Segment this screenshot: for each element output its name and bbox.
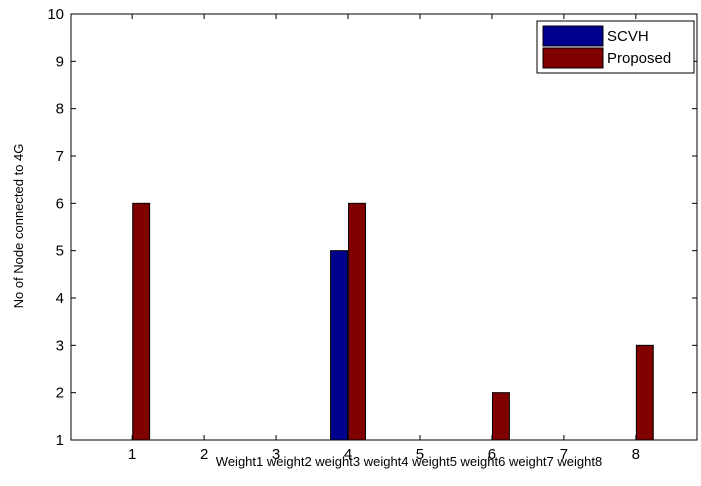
- legend-label-proposed: Proposed: [607, 50, 671, 67]
- plot-area: 1 2 3 4 5 6 7 8 9 10 1 2 3 4 5 6 7 8: [47, 6, 698, 463]
- bar-proposed-1: [132, 202, 151, 441]
- bar-proposed-8: [635, 344, 654, 441]
- legend-swatch-scvh: [542, 25, 604, 47]
- x-tick-label-2: 2: [200, 446, 208, 463]
- x-tick-label-1: 1: [128, 446, 136, 463]
- bar-scvh-4: [330, 250, 348, 441]
- x-axis-label: Weight1 weight2 weight3 weight4 weight5 …: [216, 454, 602, 469]
- x-tick-label-6: 6: [488, 446, 496, 463]
- legend-swatch-proposed: [542, 47, 604, 69]
- y-tick-label-2: 2: [56, 385, 64, 402]
- y-tick-label-8: 8: [56, 101, 64, 118]
- y-tick-label-4: 4: [56, 290, 64, 307]
- y-tick-label-3: 3: [56, 337, 64, 354]
- y-axis-label: No of Node connected to 4G: [11, 144, 26, 309]
- y-tick-label-7: 7: [56, 148, 64, 165]
- x-tick-label-8: 8: [632, 446, 640, 463]
- y-tick-label-6: 6: [56, 195, 64, 212]
- y-tick-label-1: 1: [56, 432, 64, 449]
- x-tick-label-7: 7: [560, 446, 568, 463]
- x-tick-label-5: 5: [416, 446, 424, 463]
- legend: SCVH Proposed: [536, 20, 695, 74]
- x-tick-label-3: 3: [272, 446, 280, 463]
- y-tick-label-10: 10: [47, 6, 64, 23]
- y-tick-label-5: 5: [56, 243, 64, 260]
- bar-proposed-6: [491, 392, 510, 441]
- axes-box: [70, 13, 698, 441]
- bar-proposed-4: [348, 202, 366, 441]
- legend-label-scvh: SCVH: [607, 28, 649, 45]
- y-tick-label-9: 9: [56, 53, 64, 70]
- x-tick-label-4: 4: [344, 446, 352, 463]
